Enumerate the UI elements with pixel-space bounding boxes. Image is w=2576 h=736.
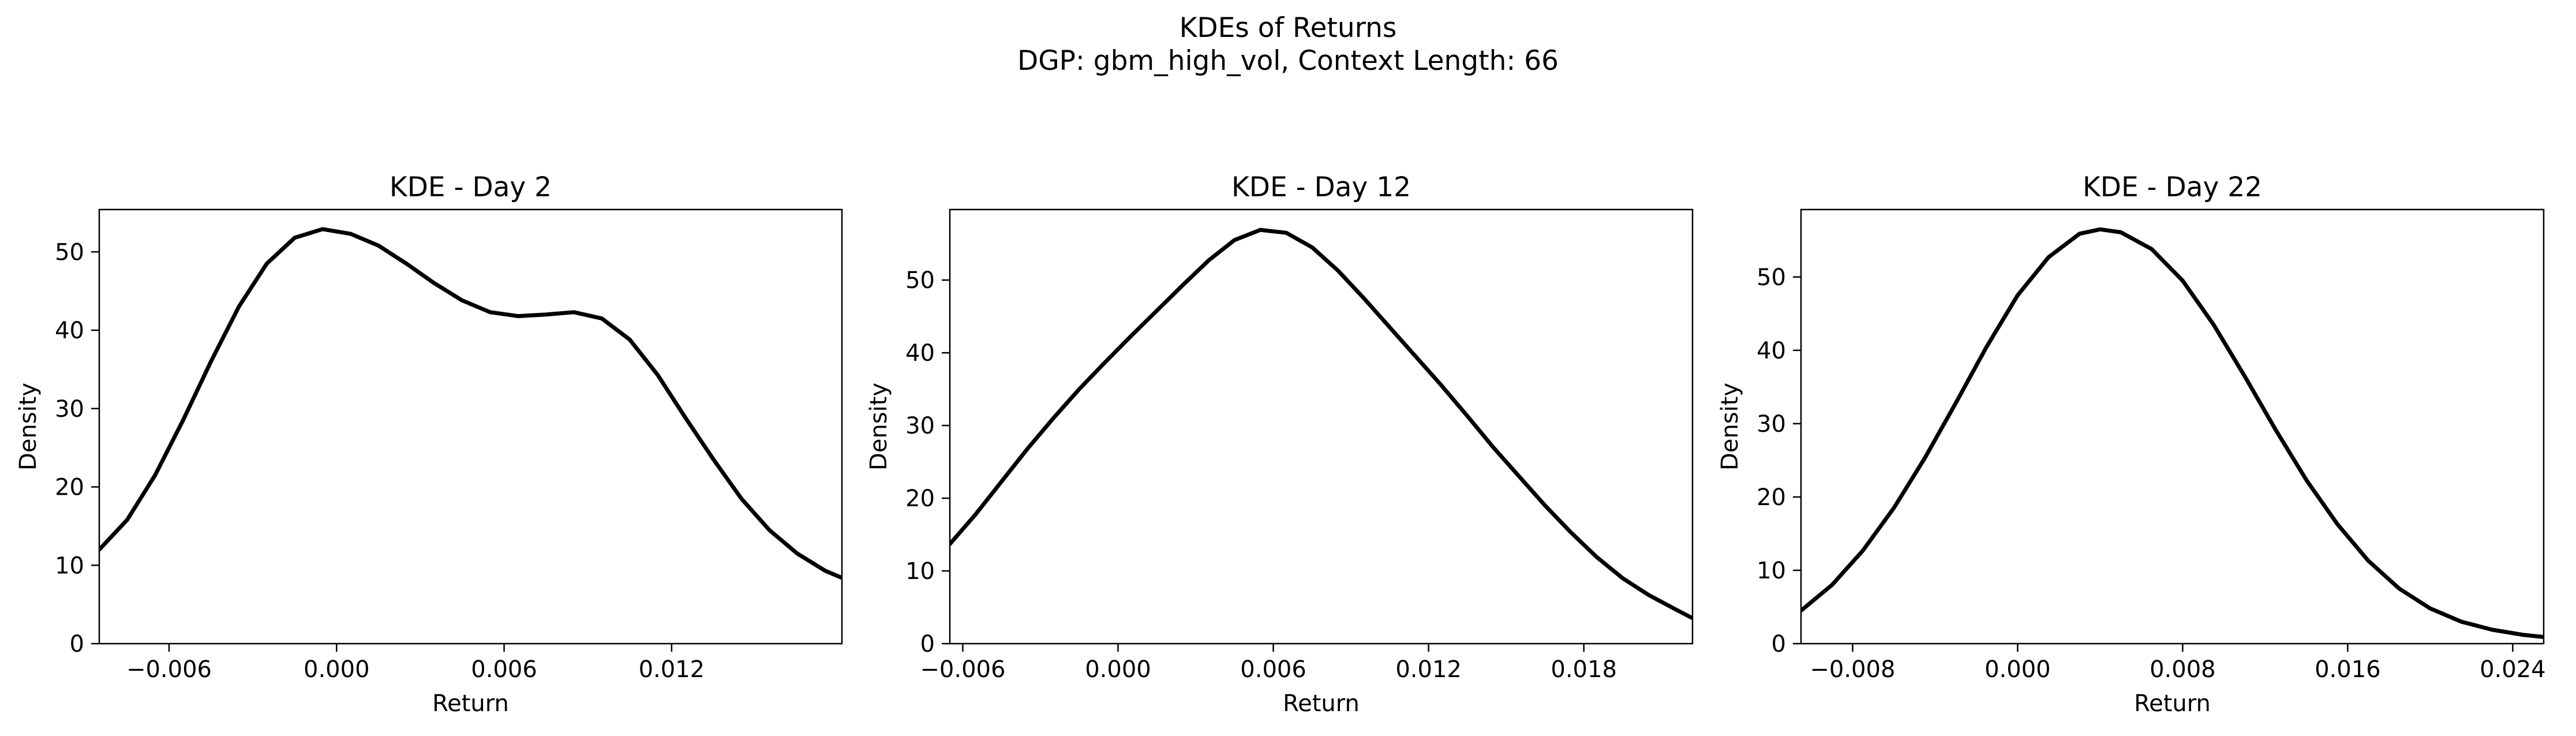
y-tick-label: 30 — [55, 396, 84, 423]
figure-title: KDEs of Returns — [1180, 12, 1397, 44]
kde-panel-day-2: −0.006 0.000 0.006 0.012 0 10 20 30 40 50 KDE - Da… — [15, 171, 843, 717]
panel-title: KDE - Day 2 — [390, 171, 552, 203]
x-tick-label: 0.006 — [1240, 656, 1306, 683]
x-tick-label: 0.018 — [1551, 656, 1617, 683]
x-axis-label: Return — [1283, 690, 1360, 717]
y-axis-label: Density — [866, 383, 892, 470]
x-tick-label: 0.000 — [304, 656, 370, 683]
x-tick-label: −0.006 — [920, 656, 1005, 683]
y-tick-label: 10 — [1757, 558, 1786, 584]
kde-curve — [1801, 227, 2544, 640]
x-tick-label: −0.008 — [1810, 656, 1895, 683]
x-tick-label: 0.012 — [1395, 656, 1462, 683]
kde-curve — [99, 227, 842, 580]
y-tick-label: 20 — [1757, 484, 1786, 511]
y-tick-label: 40 — [1757, 338, 1786, 364]
axes-frame — [949, 208, 1694, 645]
y-tick-label: 30 — [905, 413, 935, 439]
figure-subtitle: DGP: gbm_high_vol, Context Length: 66 — [1017, 45, 1559, 77]
x-tick-label: 0.000 — [1985, 656, 2051, 683]
y-tick-label: 30 — [1757, 411, 1786, 438]
kde-panel-day-12: −0.006 0.000 0.006 0.012 0.018 0 10 20 30 40 50 KDE… — [866, 171, 1694, 717]
y-tick-label: 20 — [55, 475, 84, 501]
panel-title: KDE - Day 22 — [2083, 171, 2262, 203]
y-tick-label: 40 — [905, 340, 935, 367]
y-tick-label: 10 — [55, 552, 84, 579]
x-tick-label: 0.000 — [1085, 656, 1151, 683]
y-tick-label: 20 — [905, 485, 935, 512]
y-tick-label: 0 — [920, 631, 935, 657]
x-tick-label: 0.006 — [471, 656, 537, 683]
y-tick-label: 50 — [1757, 264, 1786, 291]
kde-panel-day-22: −0.008 0.000 0.008 0.016 0.024 0 10 20 30 40 50 KDE… — [1717, 171, 2546, 717]
y-axis-label: Density — [1717, 383, 1743, 470]
x-tick-label: 0.008 — [2150, 656, 2216, 683]
x-axis-label: Return — [2134, 690, 2211, 717]
y-tick-label: 50 — [55, 239, 84, 266]
y-tick-label: 0 — [1772, 631, 1786, 657]
kde-curve — [950, 227, 1693, 621]
x-tick-label: 0.012 — [639, 656, 705, 683]
y-axis-label: Density — [15, 383, 42, 470]
y-tick-label: 40 — [55, 317, 84, 344]
y-tick-label: 10 — [905, 558, 935, 585]
x-axis-label: Return — [432, 690, 509, 717]
y-tick-label: 0 — [70, 631, 84, 657]
panel-title: KDE - Day 12 — [1231, 171, 1411, 203]
x-tick-label: 0.016 — [2315, 656, 2381, 683]
y-tick-label: 50 — [905, 267, 935, 294]
axes-frame — [1800, 208, 2545, 645]
x-tick-label: −0.006 — [126, 656, 212, 683]
x-tick-label: 0.024 — [2480, 656, 2546, 683]
axes-frame — [98, 208, 843, 645]
